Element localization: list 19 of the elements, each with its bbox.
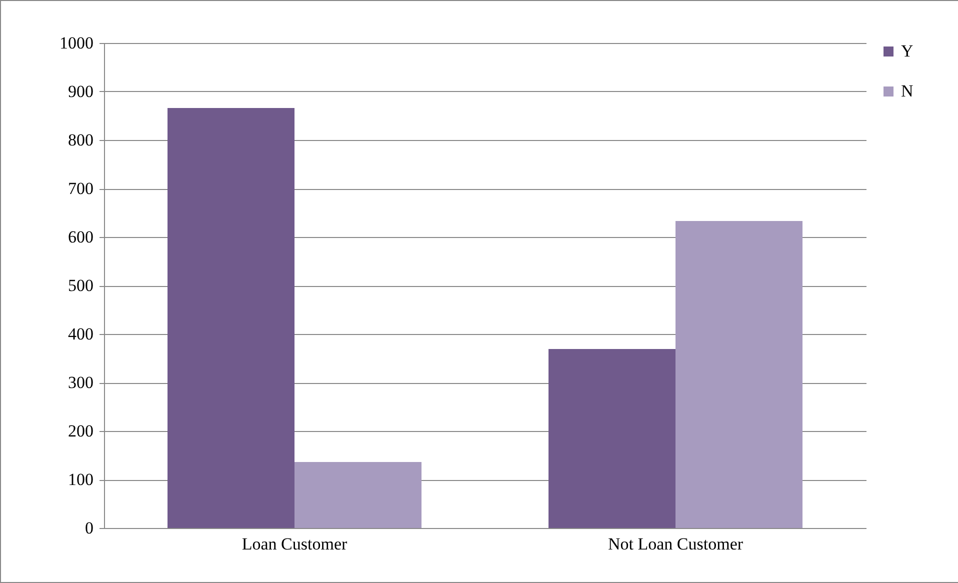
y-tick-label: 600 — [68, 228, 94, 246]
y-tick-label: 100 — [68, 470, 94, 489]
x-tick-label: Not Loan Customer — [608, 534, 744, 554]
y-tick-label: 500 — [68, 276, 94, 295]
legend-label: N — [901, 82, 914, 100]
bar — [294, 462, 422, 528]
y-tick-label: 800 — [68, 130, 94, 150]
bar — [168, 108, 294, 528]
legend-label: Y — [901, 42, 914, 60]
y-tick-label: 300 — [68, 373, 94, 392]
y-tick-label: 900 — [68, 82, 94, 101]
y-tick-label: 200 — [68, 422, 94, 440]
y-tick-label: 1000 — [60, 34, 94, 52]
x-tick-label: Loan Customer — [242, 534, 348, 554]
y-tick-label: 0 — [85, 518, 94, 538]
y-tick-label: 400 — [68, 324, 94, 344]
y-tick-label: 700 — [68, 179, 94, 198]
bar — [548, 349, 676, 528]
bar — [676, 220, 802, 528]
